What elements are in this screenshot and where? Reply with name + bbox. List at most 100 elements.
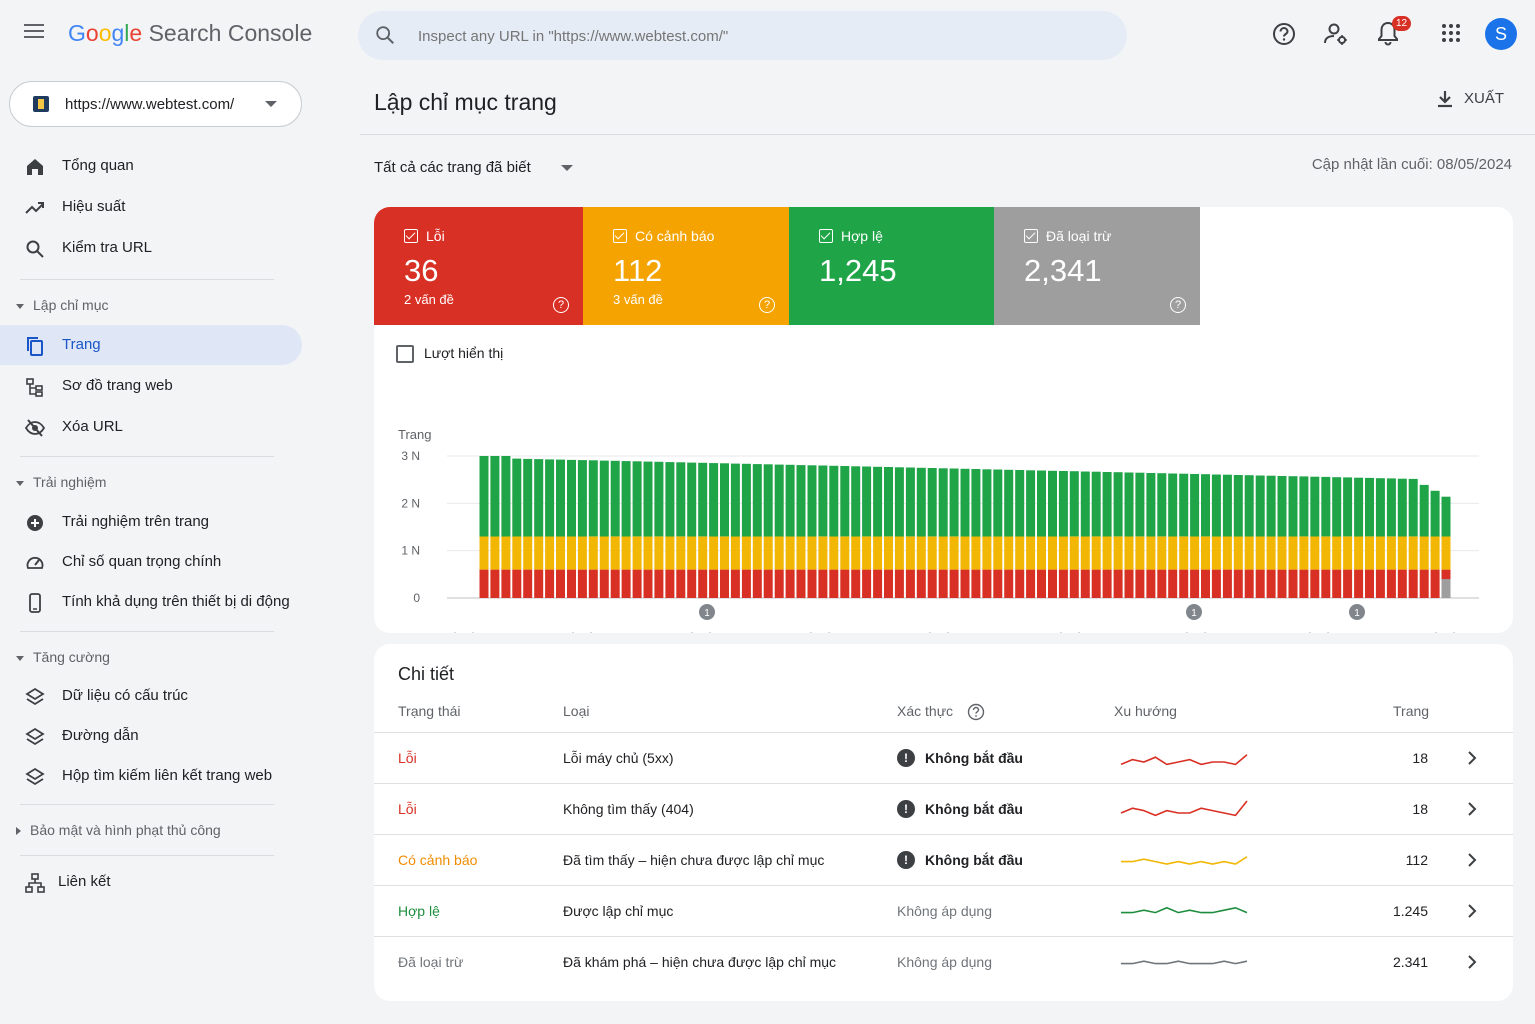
- help-icon[interactable]: [1272, 20, 1300, 48]
- nav-structured-data[interactable]: Dữ liệu có cấu trúc: [0, 676, 302, 716]
- x-tick-label: 16/04/2024: [1169, 630, 1234, 633]
- section-indexing[interactable]: Lập chỉ mục: [16, 297, 108, 313]
- bar-segment: [577, 460, 587, 537]
- bar-segment: [1037, 536, 1046, 570]
- pages-icon: [27, 337, 43, 356]
- export-button[interactable]: XUẤT: [1436, 90, 1504, 108]
- nav-url-inspection[interactable]: Kiểm tra URL: [0, 228, 302, 268]
- table-row[interactable]: Lỗi Lỗi máy chủ (5xx)! Không bắt đầu 18: [374, 732, 1513, 783]
- header-validation-label: Xác thực: [897, 703, 954, 719]
- table-row[interactable]: Đã loại trừ Đã khám phá – hiện chưa được …: [374, 936, 1513, 987]
- bar-segment: [1146, 473, 1156, 537]
- nav-overview[interactable]: Tổng quan: [0, 146, 302, 186]
- status-tile[interactable]: Đã loại trừ 2,341?: [994, 207, 1200, 325]
- nav-core-web-vitals[interactable]: Chỉ số quan trọng chính: [0, 542, 302, 582]
- collapse-triangle-icon: [16, 303, 24, 309]
- warning-icon: !: [897, 749, 915, 768]
- section-security[interactable]: Bảo mật và hình phạt thủ công: [16, 822, 221, 838]
- status-tile[interactable]: Hợp lệ 1,245: [789, 207, 994, 325]
- logo-letter: o: [85, 20, 99, 46]
- bar-segment: [1310, 569, 1320, 598]
- apps-grid-icon[interactable]: [1438, 20, 1466, 48]
- help-icon[interactable]: [967, 703, 985, 721]
- chevron-right-icon[interactable]: [1465, 801, 1479, 817]
- nav-links[interactable]: Liên kết: [0, 862, 302, 902]
- bar-segment: [1015, 569, 1025, 598]
- status-tile[interactable]: Lỗi 36 2 vấn đề?: [374, 207, 583, 325]
- checkbox-checked-icon[interactable]: [404, 229, 418, 243]
- chevron-right-icon[interactable]: [1465, 954, 1479, 970]
- nav-sitemaps[interactable]: Sơ đồ trang web: [0, 366, 302, 406]
- links-icon: [25, 873, 45, 893]
- bar-segment: [971, 536, 981, 570]
- tile-label: Hợp lệ: [841, 228, 883, 244]
- nav-removals[interactable]: Xóa URL: [0, 407, 302, 447]
- account-avatar[interactable]: S: [1485, 18, 1517, 50]
- impressions-checkbox[interactable]: Lượt hiển thị: [396, 345, 503, 364]
- bar-segment: [523, 536, 533, 570]
- section-enhancements[interactable]: Tăng cường: [16, 649, 110, 665]
- chevron-right-icon[interactable]: [1465, 750, 1479, 766]
- table-row[interactable]: Hợp lệ Được lập chỉ mục Không áp dụng 1.245: [374, 885, 1513, 936]
- bar-segment: [938, 468, 948, 537]
- bar-segment: [512, 569, 522, 598]
- section-experience[interactable]: Trải nghiệm: [16, 474, 106, 490]
- nav-page-experience[interactable]: Trải nghiệm trên trang: [0, 502, 302, 542]
- nav-pages[interactable]: Trang: [0, 325, 302, 365]
- type-cell: Lỗi máy chủ (5xx): [563, 750, 674, 766]
- nav-performance[interactable]: Hiệu suất: [0, 187, 302, 227]
- menu-icon[interactable]: [20, 20, 48, 48]
- bar-segment: [916, 569, 926, 598]
- help-icon[interactable]: ?: [759, 297, 775, 313]
- x-tick-label: 21/02/2024: [555, 630, 620, 633]
- bar-segment: [894, 536, 904, 570]
- bar-segment: [1310, 536, 1320, 570]
- bar-segment: [840, 569, 850, 598]
- url-inspect-search[interactable]: [358, 11, 1127, 60]
- warning-icon: !: [897, 851, 915, 870]
- last-updated: Cập nhật lần cuối: 08/05/2024: [1311, 156, 1512, 173]
- chevron-right-icon[interactable]: [1465, 852, 1479, 868]
- checkbox-checked-icon[interactable]: [613, 229, 627, 243]
- bar-segment: [1310, 476, 1320, 537]
- nav-sitelinks-searchbox[interactable]: Hộp tìm kiếm liên kết trang web: [0, 756, 302, 796]
- table-row[interactable]: Lỗi Không tìm thấy (404)! Không bắt đầu 18: [374, 783, 1513, 834]
- bar-segment: [1397, 569, 1407, 598]
- x-tick-label: 10/02/2024: [437, 630, 502, 633]
- url-inspect-input[interactable]: [418, 23, 1098, 49]
- bar-segment: [840, 466, 850, 537]
- bar-segment: [993, 469, 1003, 537]
- bar-segment: [687, 462, 697, 537]
- checkbox-checked-icon[interactable]: [819, 229, 833, 243]
- manage-users-icon[interactable]: [1322, 20, 1350, 48]
- help-icon[interactable]: ?: [1170, 297, 1186, 313]
- nav-mobile-usability[interactable]: Tính khả dụng trên thiết bị di động: [0, 582, 302, 622]
- layers-icon: [25, 727, 45, 746]
- notification-count-badge: 12: [1392, 16, 1412, 31]
- bar-segment: [1091, 569, 1101, 598]
- bar-segment: [698, 569, 708, 598]
- y-axis-label: Trang: [398, 427, 431, 442]
- bar-segment: [545, 459, 555, 537]
- status-tile[interactable]: Có cảnh báo 112 3 vấn đề?: [583, 207, 789, 325]
- checkbox-checked-icon[interactable]: [1024, 229, 1038, 243]
- bar-segment: [1375, 478, 1385, 537]
- table-row[interactable]: Có cảnh báo Đã tìm thấy – hiện chưa được …: [374, 834, 1513, 885]
- bar-segment: [905, 467, 915, 537]
- help-icon[interactable]: ?: [553, 297, 569, 313]
- bar-segment: [1135, 536, 1145, 570]
- pages-filter-dropdown[interactable]: Tất cả các trang đã biết: [374, 159, 573, 176]
- bar-segment: [709, 463, 719, 537]
- bar-segment: [905, 569, 915, 598]
- chevron-right-icon[interactable]: [1465, 903, 1479, 919]
- bar-segment: [1102, 569, 1112, 598]
- property-selector[interactable]: https://www.webtest.com/: [9, 81, 302, 127]
- bar-segment: [752, 536, 762, 570]
- status-cell: Đã loại trừ: [398, 954, 464, 970]
- app-logo[interactable]: Google Search Console: [68, 20, 312, 47]
- nav-breadcrumbs[interactable]: Đường dẫn: [0, 716, 302, 756]
- nav-label: Liên kết: [58, 873, 111, 890]
- notifications-button[interactable]: 12: [1376, 16, 1412, 48]
- checkbox-box: [396, 345, 414, 364]
- speed-icon: [26, 556, 44, 569]
